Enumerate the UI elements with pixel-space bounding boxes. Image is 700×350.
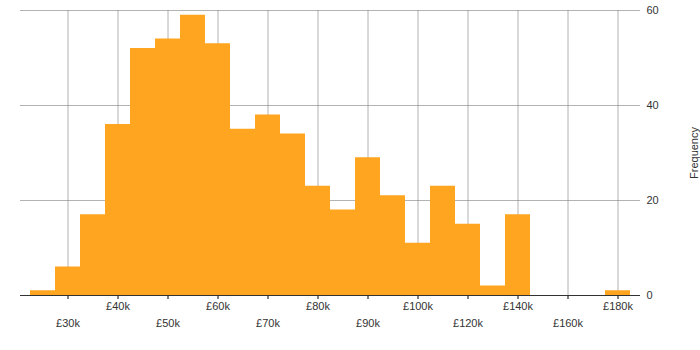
svg-text:Frequency: Frequency (688, 127, 700, 179)
svg-text:60: 60 (647, 4, 659, 16)
svg-text:40: 40 (647, 99, 659, 111)
svg-text:£180k: £180k (603, 300, 633, 312)
svg-text:£120k: £120k (453, 317, 483, 329)
svg-text:£50k: £50k (156, 317, 180, 329)
svg-text:0: 0 (647, 289, 653, 301)
svg-text:£30k: £30k (56, 317, 80, 329)
svg-text:£160k: £160k (553, 317, 583, 329)
svg-text:£40k: £40k (106, 300, 130, 312)
svg-text:£140k: £140k (503, 300, 533, 312)
svg-text:£80k: £80k (306, 300, 330, 312)
svg-text:£100k: £100k (403, 300, 433, 312)
svg-text:£70k: £70k (256, 317, 280, 329)
svg-text:20: 20 (647, 194, 659, 206)
svg-text:£60k: £60k (206, 300, 230, 312)
svg-text:£90k: £90k (356, 317, 380, 329)
